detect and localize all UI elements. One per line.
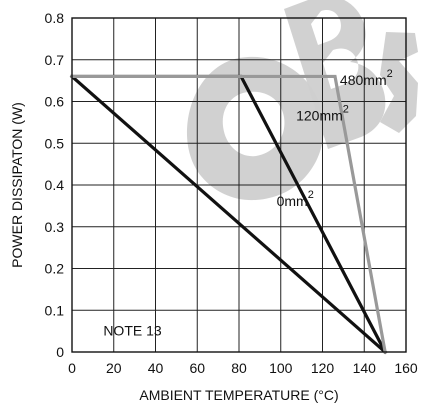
labels: AMBIENT TEMPERATURE (°C) POWER DISSIPATON… bbox=[9, 68, 393, 403]
series-label: 120mm2 bbox=[296, 103, 349, 123]
x-tick-label: 80 bbox=[231, 360, 247, 376]
series-label-main: 120mm bbox=[296, 107, 343, 123]
note-annotation: NOTE 13 bbox=[103, 322, 162, 338]
series-line bbox=[70, 74, 387, 354]
x-tick-label: 120 bbox=[311, 360, 335, 376]
x-tick-label: 140 bbox=[353, 360, 377, 376]
x-tick-label: 60 bbox=[189, 360, 205, 376]
plot-border bbox=[71, 17, 407, 353]
series-label-main: 0mm bbox=[277, 193, 308, 209]
series-label-superscript: 2 bbox=[343, 103, 349, 115]
y-axis-title: POWER DISSIPATON (W) bbox=[9, 102, 25, 268]
y-tick-label: 0.3 bbox=[45, 219, 65, 235]
y-tick-label: 0 bbox=[56, 344, 64, 360]
y-tick-label: 0.2 bbox=[45, 261, 65, 277]
watermark-o-shape bbox=[186, 56, 324, 201]
series-label: 0mm2 bbox=[277, 189, 314, 209]
series-line bbox=[69, 74, 388, 355]
x-tick-label: 0 bbox=[68, 360, 76, 376]
series-label-superscript: 2 bbox=[308, 189, 314, 201]
series-label-main: 480mm bbox=[340, 72, 387, 88]
y-tick-label: 0.6 bbox=[45, 94, 65, 110]
x-axis-title: AMBIENT TEMPERATURE (°C) bbox=[139, 387, 338, 403]
x-tick-label: 40 bbox=[148, 360, 164, 376]
x-tick-label: 100 bbox=[269, 360, 293, 376]
y-tick-label: 0.8 bbox=[45, 10, 65, 26]
watermark bbox=[186, 0, 418, 201]
y-tick-label: 0.1 bbox=[45, 302, 65, 318]
y-tick-label: 0.4 bbox=[45, 177, 65, 193]
plot-frame bbox=[71, 17, 407, 353]
series-label: 480mm2 bbox=[340, 68, 393, 88]
y-tick-label: 0.7 bbox=[45, 52, 65, 68]
watermark-b-shape bbox=[284, 0, 386, 149]
series-label-superscript: 2 bbox=[387, 68, 393, 80]
x-tick-label: 160 bbox=[394, 360, 418, 376]
y-tick-label: 0.5 bbox=[45, 135, 65, 151]
x-tick-label: 20 bbox=[106, 360, 122, 376]
series-lines bbox=[69, 74, 388, 355]
axis-ticks: 0 20 40 60 80 100 120 140 160 0 0.1 0.2 0.3 0.4 0.5 0.6… bbox=[45, 10, 418, 376]
watermark-s-shape bbox=[380, 32, 418, 133]
